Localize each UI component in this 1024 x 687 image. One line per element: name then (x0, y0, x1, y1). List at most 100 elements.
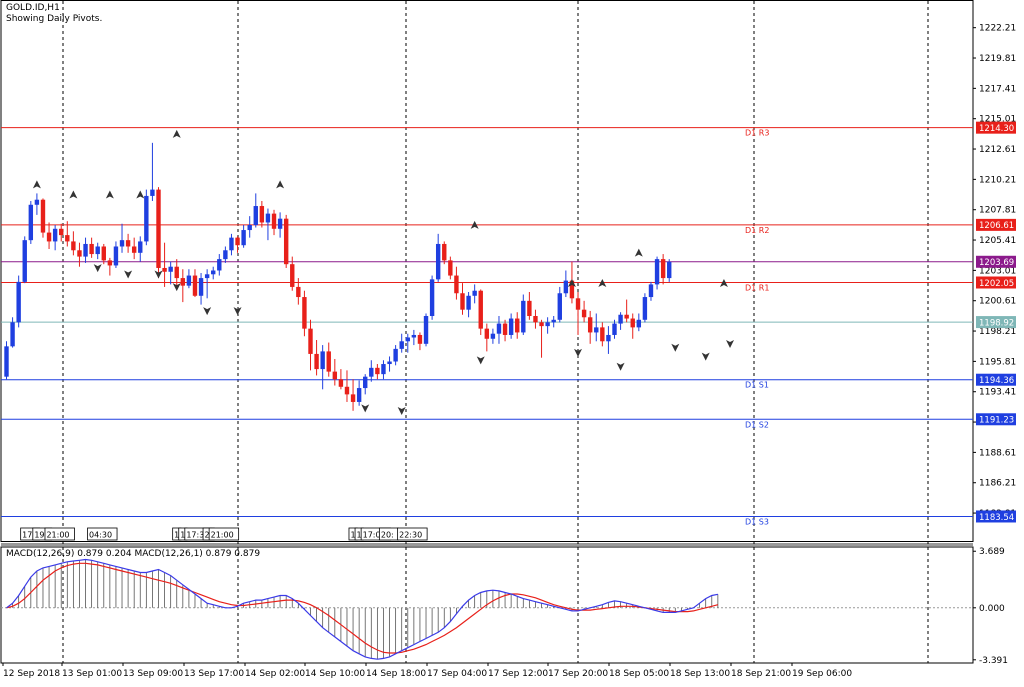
bullish-candle (356, 388, 362, 402)
bullish-candle (277, 218, 283, 229)
bullish-candle (496, 323, 502, 334)
time-axis-label: 17 Sep 12:00 (488, 669, 548, 679)
time-axis-label: 14 Sep 02:00 (245, 669, 305, 679)
fractal-up-marker (470, 220, 479, 229)
fractal-down-marker (124, 270, 133, 279)
bearish-candle (338, 379, 344, 387)
bearish-candle (156, 189, 161, 268)
bearish-candle (125, 240, 131, 247)
price-tick-label: 1186.21 (979, 479, 1016, 489)
bearish-candle (271, 213, 277, 229)
price-tick-label: 1188.61 (979, 448, 1016, 458)
bullish-candle (612, 323, 617, 335)
fractal-down-marker (93, 264, 102, 273)
bearish-candle (484, 328, 490, 339)
fractal-down-marker (476, 356, 485, 365)
bearish-candle (332, 371, 338, 380)
price-tick-label: 1193.41 (979, 388, 1016, 398)
fractal-up-marker (598, 278, 607, 287)
period-time-box (44, 527, 75, 541)
bearish-candle (527, 300, 532, 317)
period-time-label: 19: (34, 531, 47, 540)
fractal-up-marker (69, 190, 78, 199)
bearish-candle (581, 309, 587, 318)
bearish-candle (283, 218, 289, 265)
bullish-candle (52, 228, 58, 242)
period-time-label: 2 (205, 531, 210, 540)
bearish-candle (296, 286, 301, 298)
price-badge (976, 218, 1016, 231)
fractal-down-marker (574, 348, 583, 357)
price-tick-label: 1222.21 (979, 24, 1016, 34)
fractal-down-marker (233, 307, 242, 316)
bullish-candle (636, 319, 642, 328)
symbol-label: GOLD.ID,H1 (6, 3, 60, 13)
bullish-candle (198, 278, 204, 296)
price-badge-label: 1198.92 (979, 318, 1014, 328)
fractal-up-marker (567, 278, 576, 287)
bearish-candle (344, 386, 350, 395)
period-time-label: 17: (22, 531, 35, 540)
price-badge (976, 255, 1016, 268)
period-time-label: 1 (174, 531, 179, 540)
bullish-candle (229, 237, 234, 251)
bullish-candle (369, 367, 374, 377)
bearish-candle (375, 367, 380, 375)
time-axis-label: 14 Sep 10:00 (305, 669, 365, 679)
bullish-candle (150, 189, 155, 196)
bullish-candle (490, 333, 496, 339)
fractal-down-marker (154, 270, 163, 279)
bearish-candle (350, 394, 356, 402)
time-axis-label: 19 Sep 06:00 (792, 669, 852, 679)
period-time-label: 17:00 (363, 531, 386, 540)
pivot-subtitle: Showing Daily Pivots. (6, 14, 103, 24)
fractal-up-marker (105, 190, 114, 199)
bullish-candle (4, 346, 9, 377)
fractal-down-marker (701, 352, 710, 361)
period-time-label: 1 (350, 531, 355, 540)
pivot-level-label: D1 R2 (745, 226, 769, 235)
bullish-candle (393, 348, 398, 362)
bullish-candle (168, 266, 173, 272)
time-axis-label: 14 Sep 18:00 (366, 669, 426, 679)
bullish-candle (381, 364, 386, 375)
bearish-candle (65, 235, 70, 242)
price-tick-label: 1198.21 (979, 327, 1016, 337)
bullish-candle (28, 204, 34, 241)
bullish-candle (217, 259, 222, 271)
bullish-candle (642, 297, 648, 320)
bullish-candle (144, 195, 149, 242)
fractal-down-marker (726, 339, 735, 348)
bullish-candle (557, 293, 562, 320)
bullish-candle (551, 319, 556, 323)
bearish-candle (478, 290, 483, 329)
bullish-candle (466, 295, 471, 310)
price-tick-label: 1212.61 (979, 145, 1016, 155)
price-tick-label: 1205.41 (979, 236, 1016, 246)
fractal-up-marker (32, 180, 41, 189)
bullish-candle (654, 259, 660, 285)
bullish-candle (606, 334, 611, 342)
bullish-candle (22, 240, 27, 282)
bullish-candle (223, 250, 228, 260)
bullish-candle (186, 275, 192, 286)
bullish-candle (405, 337, 410, 342)
price-panel (0, 0, 974, 542)
bearish-candle (162, 267, 167, 272)
bearish-candle (302, 297, 307, 329)
panel-separator (1, 543, 973, 546)
bullish-candle (435, 243, 441, 280)
bearish-candle (417, 334, 423, 344)
price-badge-label: 1191.23 (979, 416, 1014, 426)
fractal-down-marker (172, 283, 181, 292)
bullish-candle (563, 280, 569, 294)
fractal-up-marker (276, 180, 285, 189)
bullish-candle (521, 300, 526, 333)
bearish-candle (442, 243, 447, 261)
fractal-up-marker (634, 248, 643, 257)
bearish-candle (600, 327, 605, 342)
bullish-candle (83, 243, 88, 257)
fractal-up-marker (719, 278, 728, 287)
period-time-label: 21:00 (211, 531, 234, 540)
